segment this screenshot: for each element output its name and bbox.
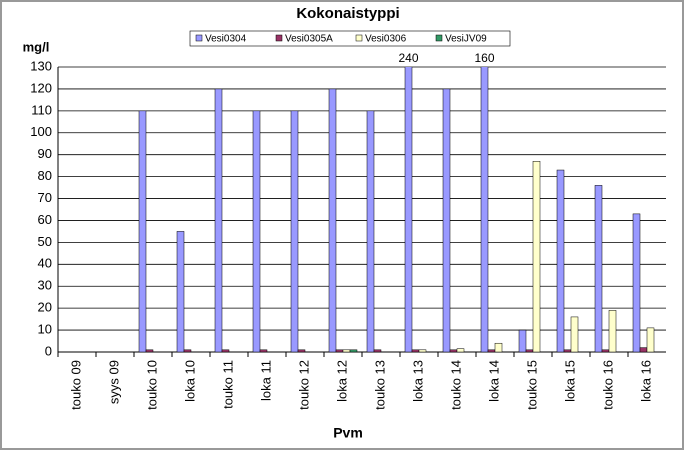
bar (335, 349, 344, 352)
y-tick-label: 110 (31, 102, 52, 117)
y-tick-label: 40 (38, 256, 52, 271)
bar (290, 110, 299, 352)
legend-label: Vesi0306 (365, 34, 407, 45)
x-tick-label: loka 12 (334, 360, 349, 402)
x-tick-label: touko 09 (68, 360, 83, 410)
x-tick-label: touko 15 (524, 360, 539, 410)
bar (373, 349, 382, 352)
bar (608, 310, 617, 352)
x-tick-label: touko 13 (372, 360, 387, 410)
x-tick-label: loka 16 (638, 360, 653, 402)
x-tick-label: touko 16 (600, 360, 615, 410)
bar (418, 349, 427, 352)
bar (532, 161, 541, 352)
bar (214, 88, 223, 352)
bar (639, 347, 648, 352)
legend-label: VesiJV09 (445, 34, 487, 45)
chart-title: Kokonaistyppi (296, 5, 399, 22)
bar (570, 316, 579, 352)
bar (342, 349, 351, 352)
bar (221, 349, 230, 352)
bar (646, 327, 655, 352)
y-tick-label: 130 (30, 58, 52, 73)
y-tick-label: 20 (38, 300, 52, 315)
bar (183, 349, 192, 352)
y-axis-title: mg/l (23, 39, 50, 54)
y-tick-label: 60 (38, 212, 52, 227)
value-label: 160 (474, 51, 494, 65)
bar (138, 110, 147, 352)
x-tick-label: loka 10 (182, 360, 197, 402)
y-tick-label: 30 (38, 278, 52, 293)
legend-swatch (435, 34, 443, 42)
bar (349, 349, 358, 352)
bar (563, 349, 572, 352)
bar (259, 349, 268, 352)
y-tick-label: 120 (30, 80, 52, 95)
x-tick-label: syys 09 (106, 360, 121, 404)
legend-swatch (355, 34, 363, 42)
bar (449, 349, 458, 352)
bar (442, 88, 451, 352)
bar (480, 67, 489, 352)
bar (297, 349, 306, 352)
y-tick-label: 70 (38, 190, 52, 205)
bar (594, 185, 603, 352)
x-tick-label: touko 12 (296, 360, 311, 410)
bar (518, 329, 527, 352)
legend-box (189, 30, 511, 47)
bar (404, 67, 413, 352)
bar (456, 348, 465, 352)
bar (145, 349, 154, 352)
x-tick-label: loka 15 (562, 360, 577, 402)
y-tick-label: 0 (45, 343, 52, 358)
x-tick-label: touko 11 (220, 360, 235, 409)
value-label: 240 (398, 51, 418, 65)
bar (601, 349, 610, 352)
y-tick-label: 100 (30, 124, 52, 139)
bar (487, 349, 496, 352)
bar (328, 88, 337, 352)
plot-area (138, 67, 655, 352)
bar (494, 342, 503, 352)
x-tick-label: loka 11 (258, 360, 273, 401)
bar (632, 213, 641, 352)
x-tick-label: loka 14 (486, 360, 501, 402)
bar (525, 349, 534, 352)
legend-swatch (275, 34, 283, 42)
y-tick-label: 50 (38, 234, 52, 249)
bar (556, 169, 565, 352)
x-tick-label: loka 13 (410, 360, 425, 402)
legend-label: Vesi0305A (285, 34, 333, 45)
y-tick-label: 90 (38, 146, 52, 161)
bar (411, 349, 420, 352)
x-tick-label: touko 14 (448, 360, 463, 410)
legend-label: Vesi0304 (205, 34, 247, 45)
x-tick-label: touko 10 (144, 360, 159, 410)
x-axis-title: Pvm (333, 425, 363, 441)
bar (176, 231, 185, 352)
bar (366, 110, 375, 352)
y-tick-label: 10 (38, 322, 52, 337)
y-tick-label: 80 (38, 168, 52, 183)
bar (252, 110, 261, 352)
legend-swatch (195, 34, 203, 42)
